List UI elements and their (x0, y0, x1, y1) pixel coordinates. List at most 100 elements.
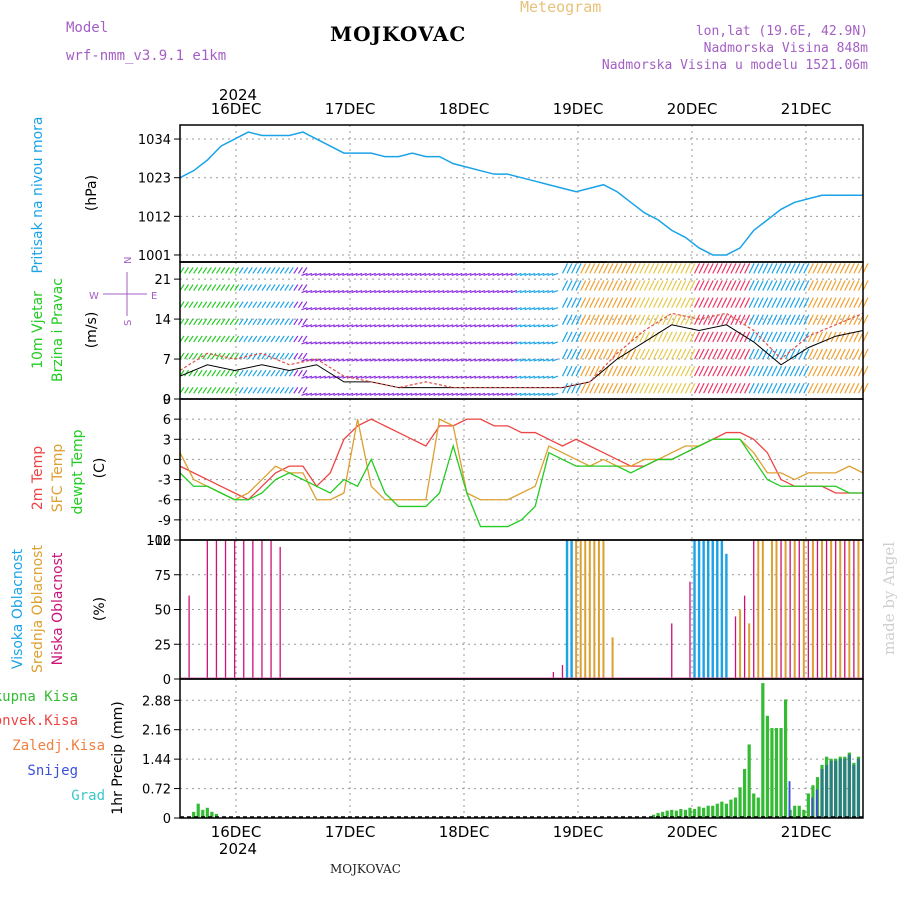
wind-arrow (598, 383, 605, 394)
y-tick-label: 2.88 (142, 694, 171, 709)
wind-arrow (598, 348, 605, 360)
wind-arrow (401, 307, 408, 311)
mid-cloud-bar (584, 540, 587, 679)
wind-arrow (584, 297, 591, 308)
high-cloud-bar (697, 540, 701, 679)
wind-arrow (816, 314, 824, 326)
wind-arrow (515, 341, 522, 345)
wind-arrow (415, 272, 422, 276)
wind-arrow (794, 280, 801, 291)
wind-arrow (474, 272, 481, 276)
wind-arrow (675, 331, 682, 343)
wind-arrow (337, 341, 345, 345)
wind-arrow (607, 331, 614, 343)
wind-arrow (680, 331, 687, 343)
wind-arrow (415, 289, 422, 294)
wind-arrow (184, 386, 190, 394)
wind-arrow (483, 341, 490, 345)
wind-arrow (826, 365, 833, 377)
wind-arrow (693, 348, 701, 360)
wind-arrow (853, 297, 860, 308)
wind-arrow (721, 314, 728, 326)
wind-arrow (616, 263, 623, 274)
wind-arrow (725, 383, 732, 394)
wind-arrow (410, 307, 417, 311)
wind-arrow (478, 324, 486, 328)
wind-arrow (310, 289, 317, 294)
wind-arrow (301, 324, 308, 328)
wind-arrow (593, 297, 600, 308)
lonlat-label: lon,lat (19.6E, 42.9N) (695, 24, 868, 39)
y-tick-label: 0 (163, 453, 171, 468)
wind-arrow (305, 392, 313, 396)
wind-arrow (839, 331, 846, 343)
wind-arrow (279, 284, 285, 291)
wind-arrow (229, 267, 235, 274)
wind-arrow (551, 307, 559, 311)
wind-arrow (862, 263, 869, 274)
wind-arrow (234, 318, 240, 326)
wind-arrow (519, 358, 527, 362)
wind-arrow (725, 280, 732, 291)
wind-arrow (243, 284, 249, 291)
wind-arrow (469, 289, 477, 294)
y-tick-label: 1.44 (142, 753, 171, 768)
wind-arrow (451, 341, 458, 345)
wind-arrow (360, 358, 367, 362)
y-tick-label: -12 (150, 534, 171, 549)
wind-arrow (762, 383, 769, 394)
wind-arrow (355, 324, 363, 328)
pressure-unit-label: (hPa) (84, 175, 100, 211)
wind-arrow (794, 314, 801, 326)
wind-arrow (693, 331, 701, 343)
wind-arrow (460, 392, 468, 396)
wind-arrow (780, 314, 787, 326)
wind-arrow (487, 307, 495, 311)
wind-arrow (492, 375, 499, 379)
wind-arrow (816, 365, 824, 377)
wind-arrow (197, 301, 203, 308)
wind-arrow (266, 301, 272, 308)
wind-arrow (643, 348, 650, 360)
wind-arrow (302, 318, 308, 326)
low-cloud-bar (252, 540, 254, 679)
wind-arrow (812, 348, 819, 360)
wind-arrow (355, 307, 363, 311)
wind-arrow (202, 335, 208, 343)
total-precip-bar (196, 803, 200, 818)
wind-arrow (302, 352, 308, 360)
wind-arrow (410, 341, 417, 345)
wind-arrow (798, 263, 805, 274)
wind-arrow (225, 301, 231, 308)
wind-barbs-group (179, 263, 869, 396)
wind-arrow (447, 375, 454, 379)
wind-arrow (406, 272, 413, 276)
low-cloud-bar (780, 540, 782, 679)
wind-arrow (621, 331, 628, 343)
wind-arrow (684, 297, 691, 308)
wind-arrow (566, 297, 573, 308)
wind-arrow (807, 365, 814, 377)
wind-arrow (275, 352, 281, 360)
wind-arrow (547, 324, 554, 328)
wind-arrow (365, 392, 372, 396)
wind-arrow (442, 392, 449, 396)
wind-arrow (775, 348, 783, 360)
wind-arrow (346, 289, 354, 294)
wind-arrow (220, 267, 226, 274)
wind-arrow (821, 280, 828, 291)
wind-arrow (474, 307, 481, 311)
precip-axis-title: 1hr Precip (mm) (110, 701, 126, 814)
wind-arrow (844, 383, 851, 394)
wind-arrow (785, 383, 792, 394)
wind-arrow (575, 383, 582, 394)
wind-arrow (478, 375, 486, 379)
wind-arrow (501, 341, 509, 345)
total-precip-bar (683, 809, 688, 818)
wind-arrow (184, 267, 190, 274)
wind-arrow (383, 272, 390, 276)
wind-arrow (753, 263, 760, 274)
wind-arrow (561, 280, 569, 291)
wind-arrow (355, 272, 363, 276)
wind-arrow (415, 307, 422, 311)
